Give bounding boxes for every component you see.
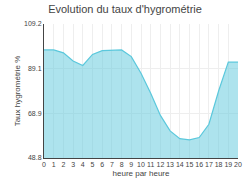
svg-text:8: 8 bbox=[120, 161, 124, 168]
svg-text:13: 13 bbox=[166, 161, 174, 168]
svg-text:48.8: 48.8 bbox=[28, 154, 42, 161]
svg-text:6: 6 bbox=[100, 161, 104, 168]
svg-text:109.2: 109.2 bbox=[24, 20, 42, 27]
svg-text:10: 10 bbox=[137, 161, 145, 168]
svg-text:15: 15 bbox=[186, 161, 194, 168]
svg-text:19: 19 bbox=[224, 161, 232, 168]
svg-text:14: 14 bbox=[176, 161, 184, 168]
svg-text:1: 1 bbox=[52, 161, 56, 168]
svg-text:Evolution du taux d'hygrométri: Evolution du taux d'hygrométrie bbox=[48, 3, 202, 15]
svg-text:17: 17 bbox=[205, 161, 213, 168]
svg-text:7: 7 bbox=[110, 161, 114, 168]
svg-text:89.1: 89.1 bbox=[28, 65, 42, 72]
svg-text:4: 4 bbox=[81, 161, 85, 168]
svg-text:5: 5 bbox=[91, 161, 95, 168]
svg-text:3: 3 bbox=[71, 161, 75, 168]
svg-text:heure par heure: heure par heure bbox=[113, 169, 170, 178]
svg-text:Taux hygrométrie %: Taux hygrométrie % bbox=[13, 56, 22, 127]
svg-text:11: 11 bbox=[147, 161, 154, 168]
svg-text:18: 18 bbox=[215, 161, 223, 168]
svg-text:12: 12 bbox=[157, 161, 165, 168]
svg-text:2: 2 bbox=[61, 161, 65, 168]
svg-text:16: 16 bbox=[195, 161, 203, 168]
svg-text:9: 9 bbox=[129, 161, 133, 168]
svg-text:68.9: 68.9 bbox=[28, 110, 42, 117]
svg-text:20: 20 bbox=[234, 161, 242, 168]
svg-text:0: 0 bbox=[42, 161, 46, 168]
